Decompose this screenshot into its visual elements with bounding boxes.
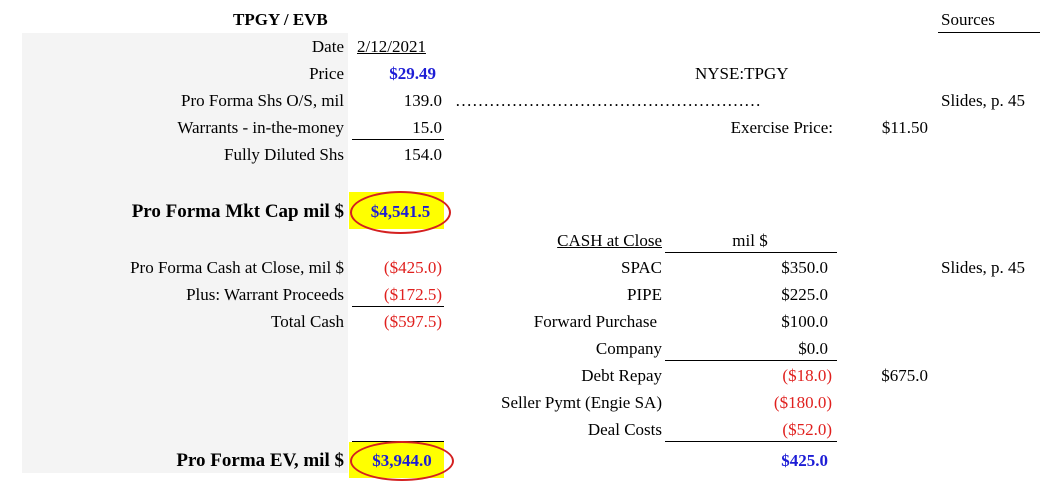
dotted-leader: ………………………………………………: [455, 91, 761, 110]
debt-repay-label: Debt Repay: [581, 366, 662, 385]
label-column-shading: [22, 33, 348, 473]
cash-at-close-label: Pro Forma Cash at Close, mil $: [130, 258, 344, 277]
cash-total-value: $425.0: [781, 451, 828, 470]
exercise-price-label: Exercise Price:: [730, 118, 833, 137]
warrants-underline: [352, 139, 444, 140]
ticker: NYSE:TPGY: [695, 64, 789, 83]
deal-costs-underline: [665, 441, 837, 442]
shares-source: Slides, p. 45: [941, 91, 1026, 110]
cash-source: Slides, p. 45: [941, 258, 1026, 277]
date-label: Date: [311, 37, 344, 56]
warrant-proceeds-value: ($172.5): [383, 285, 442, 304]
debt-repay-value: ($18.0): [782, 366, 832, 385]
cash-header: CASH at Close: [557, 231, 662, 250]
spac-value: $350.0: [781, 258, 828, 277]
subtotal-value: $675.0: [881, 366, 928, 385]
fully-diluted-value: 154.0: [403, 145, 442, 164]
mkt-cap-value: $4,541.5: [370, 202, 431, 221]
sources-underline: [938, 32, 1040, 33]
total-cash-label: Total Cash: [271, 312, 344, 331]
shares-outstanding-value: 139.0: [403, 91, 442, 110]
warrant-proceeds-label: Plus: Warrant Proceeds: [186, 285, 344, 304]
mil-header: mil $: [732, 231, 768, 250]
company-label: Company: [595, 339, 662, 358]
ev-circle: [350, 441, 454, 481]
fully-diluted-label: Fully Diluted Shs: [224, 145, 344, 164]
forward-purchase-value: $100.0: [781, 312, 828, 331]
pipe-label: PIPE: [627, 285, 662, 304]
mil-underline: [665, 252, 837, 253]
mkt-cap-circle: [350, 191, 451, 234]
ev-value: $3,944.0: [372, 451, 432, 470]
exercise-price-value: $11.50: [881, 118, 928, 137]
cash-at-close-value: ($425.0): [383, 258, 442, 277]
sources-header: Sources: [941, 10, 995, 29]
seller-payment-value: ($180.0): [773, 393, 832, 412]
forward-purchase-label: Forward Purchase: [533, 312, 657, 331]
pipe-value: $225.0: [781, 285, 828, 304]
company-underline: [665, 360, 837, 361]
ev-label: Pro Forma EV, mil $: [176, 450, 344, 471]
date-value: 2/12/2021: [357, 37, 426, 56]
warrants-label: Warrants - in-the-money: [177, 118, 344, 137]
warrant-proceeds-underline: [352, 306, 444, 307]
company-value: $0.0: [798, 339, 828, 358]
mkt-cap-label: Pro Forma Mkt Cap mil $: [131, 201, 344, 222]
price-value: $29.49: [389, 64, 436, 83]
deal-costs-label: Deal Costs: [587, 420, 662, 439]
spac-label: SPAC: [621, 258, 662, 277]
price-label: Price: [309, 64, 344, 83]
deal-costs-value: ($52.0): [782, 420, 832, 439]
page-title: TPGY / EVB: [233, 10, 328, 29]
shares-outstanding-label: Pro Forma Shs O/S, mil: [181, 91, 344, 110]
total-cash-value: ($597.5): [383, 312, 442, 331]
seller-payment-label: Seller Pymt (Engie SA): [500, 393, 662, 412]
warrants-value: 15.0: [412, 118, 442, 137]
